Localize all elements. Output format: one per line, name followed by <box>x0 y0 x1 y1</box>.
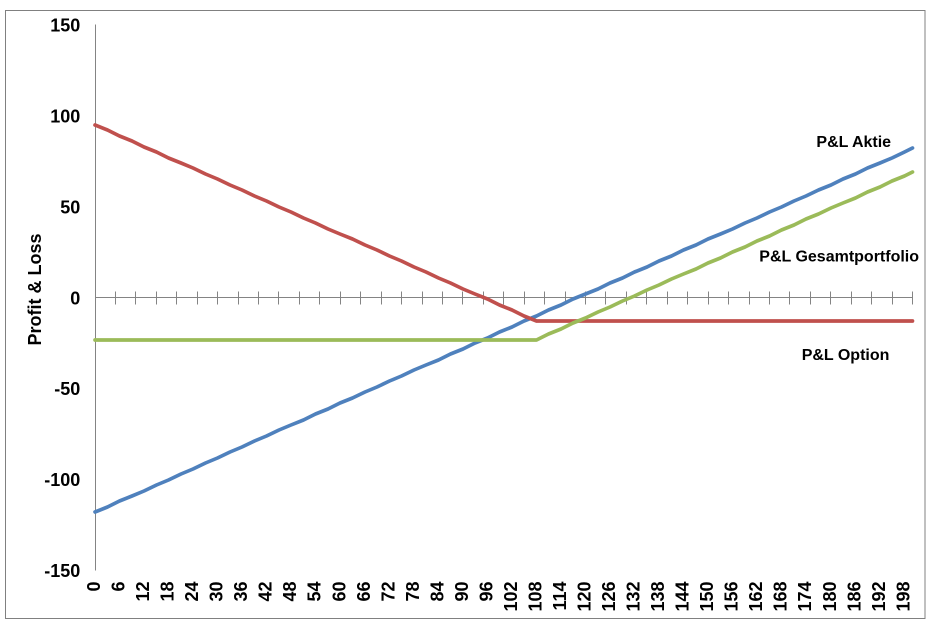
svg-text:Profit & Loss: Profit & Loss <box>25 233 45 345</box>
svg-text:54: 54 <box>305 582 325 602</box>
svg-text:138: 138 <box>648 582 668 612</box>
svg-text:96: 96 <box>476 582 496 602</box>
svg-text:24: 24 <box>182 582 202 602</box>
svg-text:78: 78 <box>403 582 423 602</box>
svg-text:198: 198 <box>893 582 913 612</box>
svg-text:30: 30 <box>207 582 227 602</box>
svg-text:72: 72 <box>378 582 398 602</box>
svg-text:0: 0 <box>84 582 104 592</box>
svg-text:-150: -150 <box>44 561 80 581</box>
svg-text:42: 42 <box>256 582 276 602</box>
svg-text:156: 156 <box>722 582 742 612</box>
svg-text:P&L Option: P&L Option <box>802 347 890 364</box>
svg-text:168: 168 <box>771 582 791 612</box>
svg-text:60: 60 <box>329 582 349 602</box>
svg-text:120: 120 <box>575 582 595 612</box>
svg-text:100: 100 <box>50 106 80 126</box>
svg-text:114: 114 <box>550 582 570 611</box>
svg-text:186: 186 <box>844 582 864 612</box>
svg-text:-100: -100 <box>44 470 80 490</box>
svg-text:144: 144 <box>673 582 693 612</box>
svg-text:48: 48 <box>280 582 300 602</box>
svg-text:0: 0 <box>70 288 80 308</box>
svg-text:-50: -50 <box>54 379 80 399</box>
svg-text:132: 132 <box>624 582 644 612</box>
svg-text:180: 180 <box>820 582 840 612</box>
svg-text:6: 6 <box>109 582 129 592</box>
svg-text:84: 84 <box>427 582 447 602</box>
svg-text:90: 90 <box>452 582 472 602</box>
svg-text:P&L Aktie: P&L Aktie <box>816 134 891 151</box>
svg-text:126: 126 <box>599 582 619 612</box>
svg-text:36: 36 <box>231 582 251 602</box>
svg-text:102: 102 <box>501 582 521 612</box>
svg-text:174: 174 <box>795 582 815 612</box>
svg-text:66: 66 <box>354 582 374 602</box>
svg-text:50: 50 <box>60 197 80 217</box>
svg-text:162: 162 <box>746 582 766 612</box>
svg-text:12: 12 <box>133 582 153 602</box>
svg-text:150: 150 <box>697 582 717 612</box>
svg-text:108: 108 <box>525 582 545 612</box>
svg-text:18: 18 <box>158 582 178 602</box>
svg-text:192: 192 <box>869 582 889 612</box>
svg-text:150: 150 <box>50 15 80 35</box>
svg-text:P&L Gesamtportfolio: P&L Gesamtportfolio <box>759 249 919 266</box>
